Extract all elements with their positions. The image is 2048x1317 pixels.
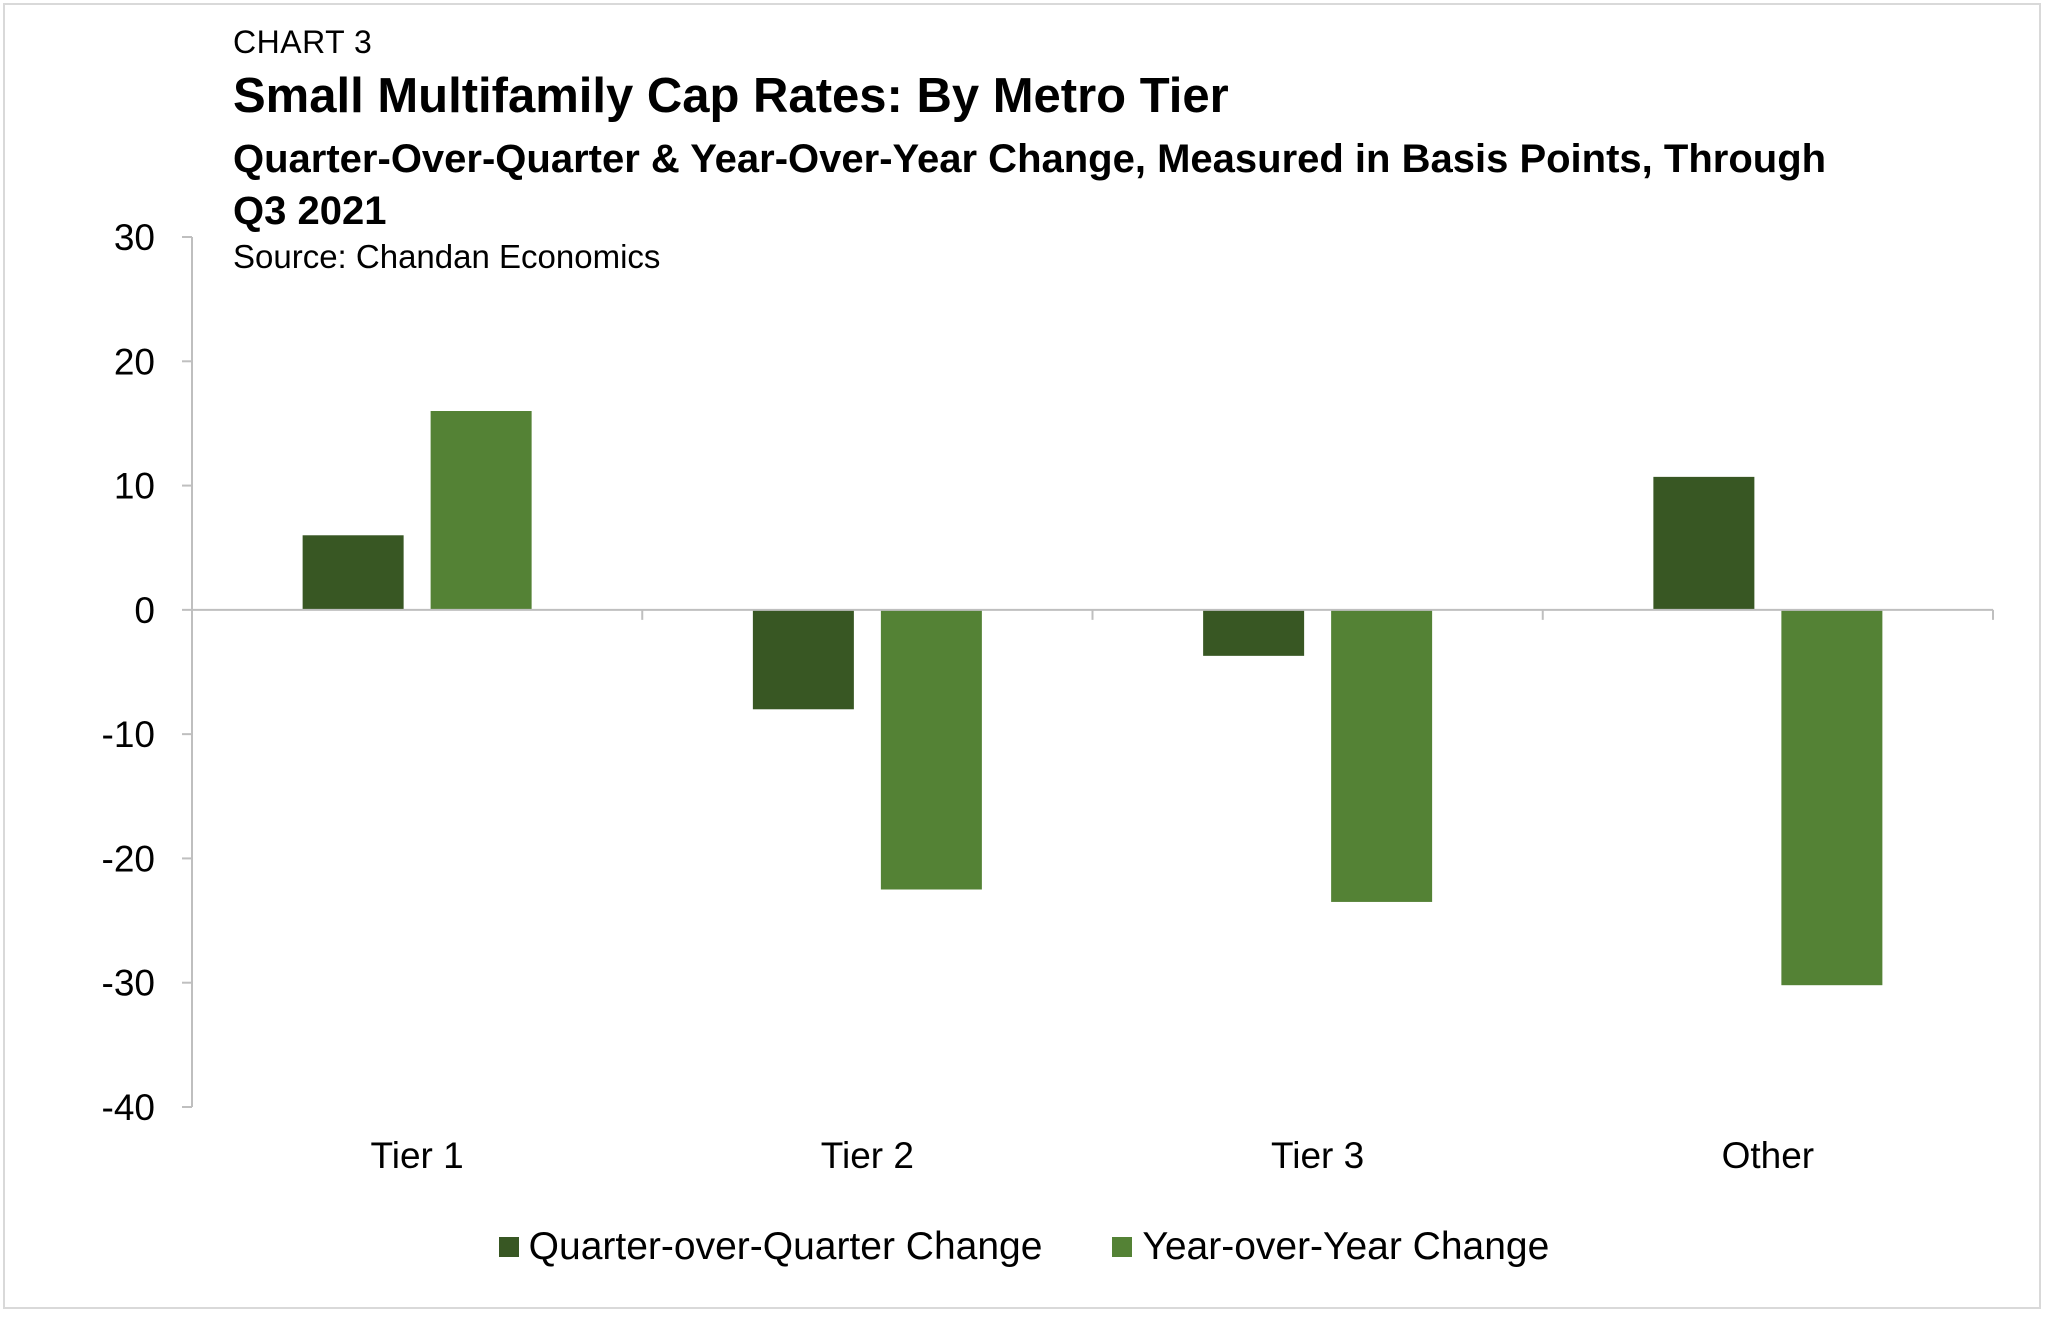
y-tick-label: -30 [102,963,155,1004]
chart-frame [3,3,2041,1309]
bar-yoy-tier-3 [1331,609,1433,902]
y-tick-label: -20 [102,838,155,879]
x-tick-label: Tier 2 [821,1135,914,1176]
legend-item-qoq: Quarter-over-Quarter Change [498,1225,1043,1269]
y-tick-label: 20 [114,341,155,382]
bar-yoy-tier-2 [880,609,982,890]
bar-yoy-tier-1 [430,411,532,610]
bar-qoq-tier-3 [1203,609,1305,656]
legend-label-qoq: Quarter-over-Quarter Change [528,1225,1043,1268]
x-tick-label: Tier 3 [1271,1135,1364,1176]
chart-number-label: CHART 3 [233,24,373,60]
y-tick-label: 10 [114,466,155,507]
bar-qoq-other [1653,476,1755,610]
bar-qoq-tier-2 [752,609,854,710]
chart-title: Small Multifamily Cap Rates: By Metro Ti… [233,69,1229,123]
legend: Quarter-over-Quarter Change Year-over-Ye… [0,1225,2048,1269]
chart-subtitle: Quarter-Over-Quarter & Year-Over-Year Ch… [233,137,1827,233]
legend-item-yoy: Year-over-Year Change [1112,1225,1549,1269]
legend-label-yoy: Year-over-Year Change [1142,1225,1550,1268]
y-tick-label: 0 [134,590,155,631]
y-tick-label: -40 [102,1087,155,1128]
chart-source: Source: Chandan Economics [233,238,661,275]
bar-qoq-tier-1 [302,535,404,610]
x-tick-label: Tier 1 [371,1135,464,1176]
bar-yoy-other [1781,609,1883,986]
y-tick-label: 30 [114,217,155,258]
y-tick-label: -10 [102,714,155,755]
legend-swatch-qoq [498,1237,519,1257]
x-tick-label: Other [1722,1135,1815,1176]
legend-swatch-yoy [1112,1237,1133,1257]
